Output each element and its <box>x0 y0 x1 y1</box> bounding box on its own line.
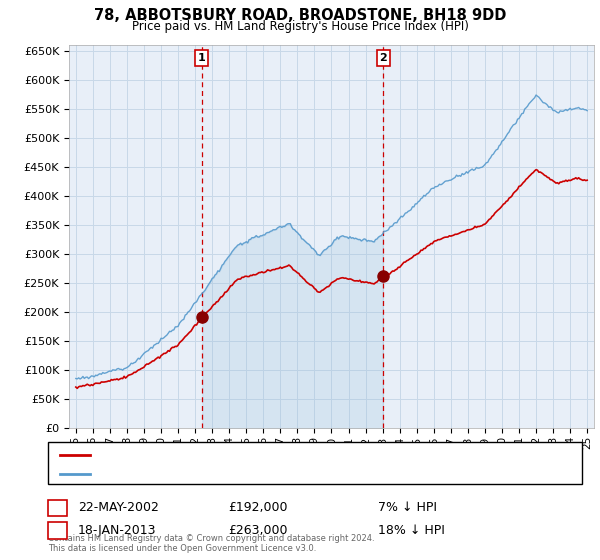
Text: 2: 2 <box>53 524 62 537</box>
Text: 18% ↓ HPI: 18% ↓ HPI <box>378 524 445 537</box>
Text: 1: 1 <box>53 501 62 515</box>
Text: 22-MAY-2002: 22-MAY-2002 <box>78 501 159 515</box>
Text: £192,000: £192,000 <box>228 501 287 515</box>
Text: 2: 2 <box>380 53 388 63</box>
Text: 7% ↓ HPI: 7% ↓ HPI <box>378 501 437 515</box>
Text: Price paid vs. HM Land Registry's House Price Index (HPI): Price paid vs. HM Land Registry's House … <box>131 20 469 32</box>
Text: 78, ABBOTSBURY ROAD, BROADSTONE, BH18 9DD: 78, ABBOTSBURY ROAD, BROADSTONE, BH18 9D… <box>94 8 506 24</box>
Text: Contains HM Land Registry data © Crown copyright and database right 2024.
This d: Contains HM Land Registry data © Crown c… <box>48 534 374 553</box>
Text: 1: 1 <box>198 53 205 63</box>
Text: HPI: Average price, detached house, Bournemouth Christchurch and Poole: HPI: Average price, detached house, Bour… <box>96 469 502 479</box>
Text: £263,000: £263,000 <box>228 524 287 537</box>
Text: 78, ABBOTSBURY ROAD, BROADSTONE, BH18 9DD (detached house): 78, ABBOTSBURY ROAD, BROADSTONE, BH18 9D… <box>96 450 472 460</box>
Text: 18-JAN-2013: 18-JAN-2013 <box>78 524 157 537</box>
